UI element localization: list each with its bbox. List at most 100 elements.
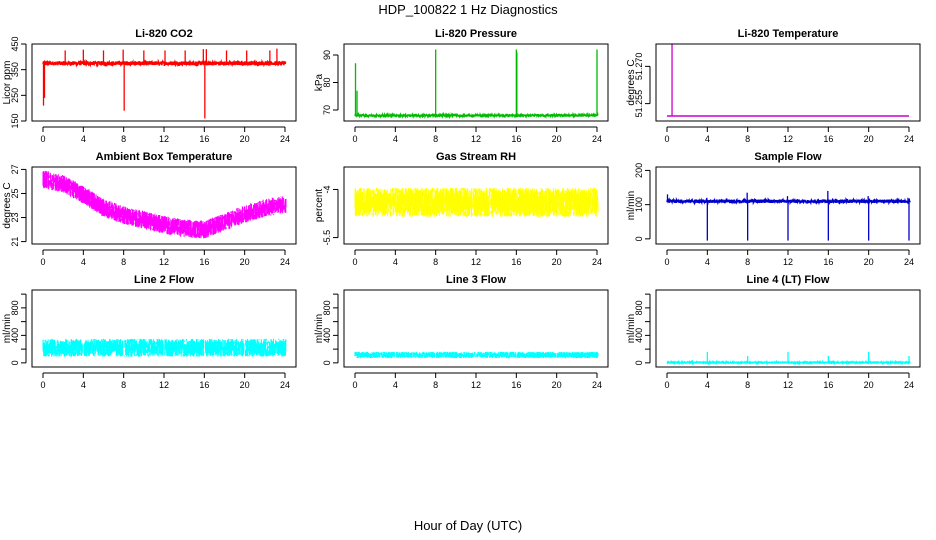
y-tick-label: -4: [322, 185, 332, 193]
x-tick-label: 8: [433, 134, 438, 144]
x-tick-label: 16: [823, 380, 833, 390]
x-tick-label: 16: [823, 257, 833, 267]
y-tick-label: -5.5: [322, 230, 332, 246]
y-tick-label: 200: [634, 163, 644, 178]
x-tick-label: 20: [864, 380, 874, 390]
x-tick-label: 12: [471, 380, 481, 390]
x-tick-label: 20: [864, 257, 874, 267]
panel-title: Line 2 Flow: [134, 274, 194, 286]
x-tick-label: 0: [40, 257, 45, 267]
y-tick-label: 800: [634, 300, 644, 315]
panel-data: [42, 48, 287, 119]
y-tick-label: 51.270: [634, 53, 644, 81]
x-tick-label: 24: [904, 257, 914, 267]
x-tick-label: 0: [352, 380, 357, 390]
x-tick-label: 4: [393, 257, 398, 267]
panel-data: [42, 170, 287, 239]
x-tick-label: 0: [664, 134, 669, 144]
x-tick-label: 12: [159, 257, 169, 267]
y-tick-label: 90: [322, 50, 332, 60]
y-axis-label: percent: [314, 189, 325, 223]
y-tick-label: 400: [634, 328, 644, 343]
x-tick-label: 16: [511, 257, 521, 267]
x-tick-label: 24: [904, 134, 914, 144]
x-tick-label: 8: [433, 257, 438, 267]
panel-data: [666, 190, 911, 241]
x-tick-label: 16: [823, 134, 833, 144]
series-band: [42, 170, 287, 239]
series-band: [354, 187, 599, 217]
x-tick-label: 24: [592, 257, 602, 267]
plot-frame: [343, 289, 609, 368]
y-tick-label: 400: [322, 328, 332, 343]
panel-title: Li-820 Temperature: [738, 28, 839, 40]
figure-xlabel: Hour of Day (UTC): [413, 518, 523, 533]
plot-frame: [31, 166, 297, 245]
y-tick-label: 80: [322, 77, 332, 87]
panel-data: [666, 351, 911, 366]
y-axis-label: Licor ppm: [2, 61, 13, 105]
panel-4: Ambient Box Temperature degrees C 0 4 8 12 16 2…: [2, 151, 297, 267]
y-axis-label: degrees C: [2, 182, 13, 228]
x-tick-label: 0: [664, 380, 669, 390]
x-tick-label: 20: [864, 134, 874, 144]
panel-1: Li-820 CO2 Licor ppm 0 4 8 12 16 20 24 150 250 350 4…: [2, 28, 297, 144]
y-tick-label: 70: [322, 105, 332, 115]
x-tick-label: 24: [280, 134, 290, 144]
x-tick-label: 8: [121, 134, 126, 144]
series-band: [42, 338, 287, 357]
y-tick-label: 800: [322, 300, 332, 315]
panel-6: Sample Flow ml/min 0 4 8 12 16 20 24 0 100 200: [626, 151, 921, 267]
x-tick-label: 24: [592, 380, 602, 390]
panel-data: [354, 187, 599, 217]
panel-data: [42, 338, 287, 357]
x-tick-label: 20: [240, 257, 250, 267]
y-axis-label: ml/min: [626, 314, 637, 343]
x-tick-label: 24: [904, 380, 914, 390]
panel-title: Sample Flow: [754, 151, 822, 163]
x-tick-label: 4: [705, 257, 710, 267]
y-axis-label: ml/min: [314, 314, 325, 343]
y-tick-label: 0: [322, 360, 332, 365]
x-tick-label: 16: [199, 134, 209, 144]
y-tick-label: 23: [10, 213, 20, 223]
x-tick-label: 12: [783, 134, 793, 144]
x-tick-label: 20: [240, 134, 250, 144]
x-tick-label: 12: [783, 257, 793, 267]
y-tick-label: 150: [10, 113, 20, 128]
y-tick-label: 100: [634, 197, 644, 212]
x-tick-label: 0: [352, 134, 357, 144]
panel-data: [354, 351, 599, 359]
panel-title: Li-820 CO2: [135, 28, 192, 40]
y-tick-label: 25: [10, 188, 20, 198]
x-tick-label: 16: [199, 380, 209, 390]
x-tick-label: 8: [745, 257, 750, 267]
x-tick-label: 20: [240, 380, 250, 390]
x-tick-label: 20: [552, 380, 562, 390]
y-axis-label: ml/min: [626, 191, 637, 220]
panel-7: Line 2 Flow ml/min 0 4 8 12 16 20 24 0 400 800: [2, 274, 297, 390]
panel-3: Li-820 Temperature degrees C 0 4 8 12 16 20 24 51…: [626, 28, 921, 144]
x-tick-label: 12: [783, 380, 793, 390]
x-tick-label: 0: [40, 380, 45, 390]
x-tick-label: 4: [81, 134, 86, 144]
y-axis-label: ml/min: [2, 314, 13, 343]
y-tick-label: 0: [10, 360, 20, 365]
panel-data: [354, 49, 599, 120]
y-tick-label: 450: [10, 36, 20, 51]
x-tick-label: 12: [159, 134, 169, 144]
x-tick-label: 20: [552, 134, 562, 144]
x-tick-label: 24: [280, 257, 290, 267]
x-tick-label: 24: [280, 380, 290, 390]
x-tick-label: 24: [592, 134, 602, 144]
series-line: [354, 111, 599, 120]
panel-9: Line 4 (LT) Flow ml/min 0 4 8 12 16 20 24 0 400 800: [626, 274, 921, 390]
x-tick-label: 0: [40, 134, 45, 144]
x-tick-label: 0: [664, 257, 669, 267]
y-tick-label: 0: [634, 236, 644, 241]
x-tick-label: 4: [393, 380, 398, 390]
panel-8: Line 3 Flow ml/min 0 4 8 12 16 20 24 0 400 800: [314, 274, 609, 390]
y-axis-label: kPa: [314, 73, 325, 91]
x-tick-label: 16: [199, 257, 209, 267]
